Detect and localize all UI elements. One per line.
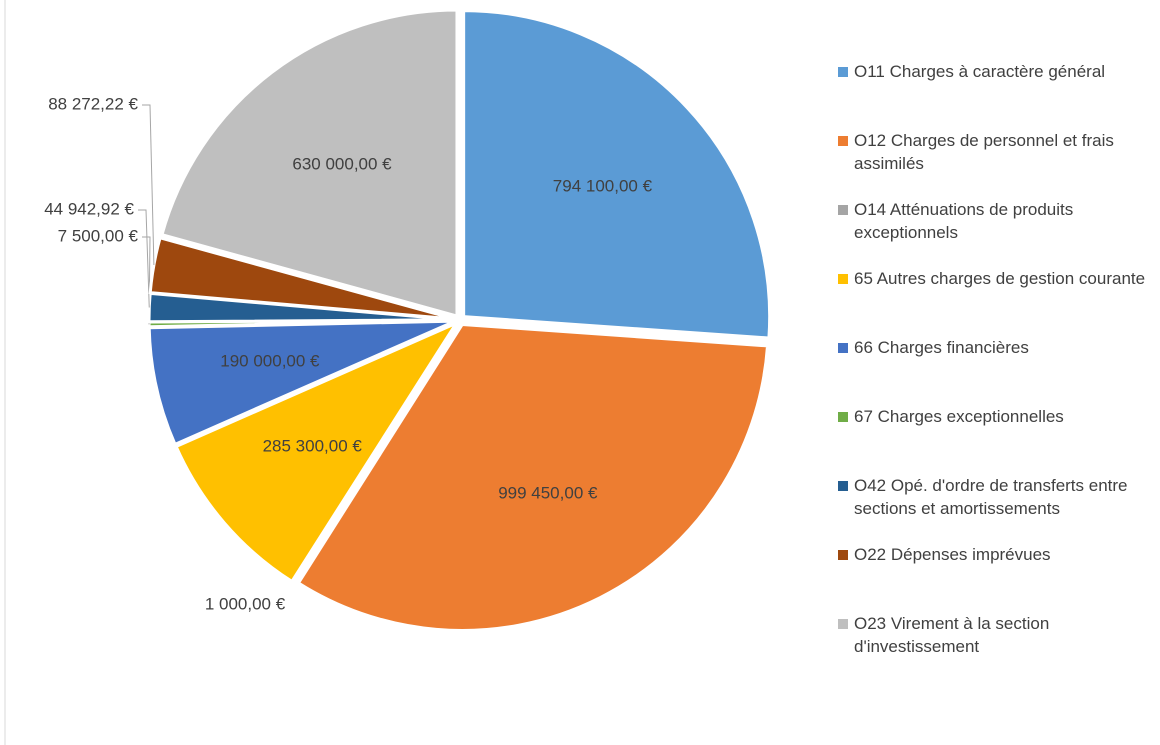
legend-label: 67 Charges exceptionnelles — [854, 407, 1064, 426]
legend-item: 66 Charges financières — [836, 336, 1156, 405]
legend-swatch — [838, 550, 848, 560]
legend-swatch — [838, 67, 848, 77]
legend-label: O12 Charges de personnel et frais assimi… — [854, 131, 1114, 173]
data-label: 44 942,92 € — [44, 199, 134, 218]
data-label: 999 450,00 € — [498, 483, 598, 502]
legend-swatch — [838, 481, 848, 491]
pie-slice — [462, 9, 772, 340]
legend-label: O23 Virement à la section d'investisseme… — [854, 614, 1050, 656]
legend-item: O12 Charges de personnel et frais assimi… — [836, 129, 1156, 198]
legend-swatch — [838, 205, 848, 215]
legend: O11 Charges à caractère général O12 Charg… — [836, 60, 1156, 681]
legend-label: 65 Autres charges de gestion courante — [854, 269, 1146, 288]
legend-swatch — [838, 412, 848, 422]
data-label: 88 272,22 € — [48, 94, 138, 113]
data-label: 7 500,00 € — [58, 226, 139, 245]
legend-label: O14 Atténuations de produits exceptionne… — [854, 200, 1074, 242]
legend-swatch — [838, 343, 848, 353]
pie-slice — [174, 319, 461, 584]
data-label: 285 300,00 € — [263, 436, 363, 455]
pie-slice — [160, 8, 459, 318]
data-label: 794 100,00 € — [553, 177, 653, 196]
legend-label: 66 Charges financières — [854, 338, 1029, 357]
legend-swatch — [838, 619, 848, 629]
legend-item: O23 Virement à la section d'investisseme… — [836, 612, 1156, 681]
pie-slice — [148, 235, 456, 321]
legend-swatch — [838, 274, 848, 284]
leader-line — [138, 209, 150, 308]
legend-item: O11 Charges à caractère général — [836, 60, 1156, 129]
data-label: 190 000,00 € — [220, 352, 320, 371]
legend-item: 67 Charges exceptionnelles — [836, 405, 1156, 474]
pie-slice — [296, 322, 770, 632]
frame — [4, 0, 6, 745]
legend-label: O22 Dépenses imprévues — [854, 545, 1051, 564]
data-label: 630 000,00 € — [292, 155, 392, 174]
leader-line — [142, 104, 155, 266]
pie-slice — [147, 319, 456, 447]
legend-item: O22 Dépenses imprévues — [836, 543, 1156, 612]
data-label: 1 000,00 € — [205, 594, 286, 613]
legend-label: O42 Opé. d'ordre de transferts entre sec… — [854, 476, 1128, 518]
legend-label: O11 Charges à caractère général — [854, 62, 1106, 81]
legend-item: O14 Atténuations de produits exceptionne… — [836, 198, 1156, 267]
legend-swatch — [838, 136, 848, 146]
legend-item: 65 Autres charges de gestion courante — [836, 267, 1156, 336]
legend-item: O42 Opé. d'ordre de transferts entre sec… — [836, 474, 1156, 543]
